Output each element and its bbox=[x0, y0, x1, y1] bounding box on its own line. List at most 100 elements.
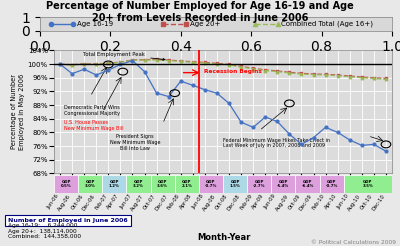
Text: Jun-08: Jun-08 bbox=[191, 193, 205, 210]
Text: Recession Begins: Recession Begins bbox=[204, 69, 262, 74]
Combined Total (Age 16+) bbox=[360, 76, 364, 79]
Age 20+ bbox=[130, 59, 135, 62]
Combined Total (Age 16+) bbox=[190, 61, 195, 64]
Age 16-19 bbox=[106, 69, 111, 72]
Text: Age 16-19:    6,244,000: Age 16-19: 6,244,000 bbox=[8, 223, 78, 228]
Text: Aug-08: Aug-08 bbox=[202, 193, 217, 212]
Age 20+ bbox=[384, 77, 388, 80]
Text: Dec-06: Dec-06 bbox=[81, 193, 96, 211]
Age 16-19 bbox=[130, 59, 135, 62]
Bar bbox=[150, 175, 175, 193]
Age 20+ bbox=[166, 59, 171, 62]
Age 16-19 bbox=[335, 131, 340, 134]
Combined Total (Age 16+) bbox=[287, 72, 292, 75]
Text: GDP
3.0%: GDP 3.0% bbox=[85, 180, 96, 188]
Combined Total (Age 16+) bbox=[130, 59, 135, 62]
Age 20+ bbox=[275, 69, 280, 72]
Age 20+ bbox=[58, 63, 62, 66]
Age 20+ bbox=[323, 73, 328, 76]
Age 20+ bbox=[214, 62, 219, 65]
Text: Apr-08: Apr-08 bbox=[179, 193, 193, 210]
Combined Total (Age 16+) bbox=[154, 59, 159, 62]
Text: Oct-10: Oct-10 bbox=[360, 193, 374, 210]
Text: Dec-10: Dec-10 bbox=[371, 193, 386, 211]
Combined Total (Age 16+) bbox=[372, 77, 376, 80]
Text: Age 16-19: Age 16-19 bbox=[77, 21, 113, 27]
Text: Total Employment Peak: Total Employment Peak bbox=[84, 52, 165, 61]
Age 20+ bbox=[70, 63, 74, 66]
Age 16-19 bbox=[70, 72, 74, 75]
Combined Total (Age 16+) bbox=[384, 78, 388, 81]
Age 16-19 bbox=[154, 92, 159, 95]
Text: Age 20+:  138,114,000: Age 20+: 138,114,000 bbox=[8, 229, 77, 233]
Age 20+ bbox=[142, 58, 147, 61]
Text: U.S. House Passes
New Minimum Wage Bill: U.S. House Passes New Minimum Wage Bill bbox=[64, 121, 123, 131]
Text: Age 20+: Age 20+ bbox=[190, 21, 220, 27]
Age 20+ bbox=[190, 60, 195, 63]
Age 16-19 bbox=[82, 68, 86, 71]
Age 16-19 bbox=[287, 133, 292, 136]
Age 20+ bbox=[251, 67, 256, 70]
Age 20+ bbox=[202, 61, 207, 64]
Text: Oct-08: Oct-08 bbox=[215, 193, 229, 210]
Line: Age 16-19: Age 16-19 bbox=[59, 59, 387, 153]
Age 16-19 bbox=[178, 80, 183, 83]
Age 16-19 bbox=[360, 144, 364, 147]
Text: Combined Total (Age 16+): Combined Total (Age 16+) bbox=[281, 21, 373, 27]
Age 16-19 bbox=[214, 92, 219, 95]
Bar bbox=[78, 175, 102, 193]
Combined Total (Age 16+) bbox=[227, 63, 232, 66]
Text: President Signs
New Minimum Wage
Bill Into Law: President Signs New Minimum Wage Bill In… bbox=[110, 134, 160, 151]
Combined Total (Age 16+) bbox=[106, 62, 111, 65]
Text: Apr-07: Apr-07 bbox=[106, 193, 120, 210]
Text: GDP
3.2%: GDP 3.2% bbox=[133, 180, 144, 188]
Age 16-19 bbox=[227, 102, 232, 105]
Bar bbox=[344, 175, 392, 193]
Age 16-19 bbox=[58, 63, 62, 66]
Age 16-19 bbox=[299, 143, 304, 146]
Text: Feb-08: Feb-08 bbox=[166, 193, 181, 211]
Text: GDP
3.5%: GDP 3.5% bbox=[362, 180, 373, 188]
Age 20+ bbox=[335, 74, 340, 77]
Text: Jun-07: Jun-07 bbox=[119, 193, 132, 210]
Age 20+ bbox=[106, 62, 111, 64]
Age 16-19 bbox=[372, 143, 376, 146]
Age 16-19 bbox=[323, 126, 328, 129]
Age 16-19 bbox=[202, 88, 207, 91]
Combined Total (Age 16+) bbox=[214, 63, 219, 66]
Text: Percentage of Number Employed for Age 16-19 and Age
20+ from Levels Recorded in : Percentage of Number Employed for Age 16… bbox=[46, 1, 354, 23]
Bar bbox=[247, 175, 271, 193]
Text: Feb-10: Feb-10 bbox=[311, 193, 326, 211]
Combined Total (Age 16+) bbox=[82, 63, 86, 66]
Combined Total (Age 16+) bbox=[251, 67, 256, 70]
Combined Total (Age 16+) bbox=[335, 74, 340, 77]
Text: GDP
-2.7%: GDP -2.7% bbox=[253, 180, 266, 188]
Age 16-19 bbox=[311, 136, 316, 139]
Age 16-19 bbox=[166, 95, 171, 98]
Text: Aug-06: Aug-06 bbox=[57, 193, 72, 212]
Combined Total (Age 16+) bbox=[166, 59, 171, 62]
Age 20+ bbox=[178, 60, 183, 62]
Text: Combined:  144,358,000: Combined: 144,358,000 bbox=[8, 234, 81, 239]
Age 16-19 bbox=[263, 116, 268, 119]
Combined Total (Age 16+) bbox=[118, 61, 123, 64]
Bar bbox=[271, 175, 296, 193]
Text: Aug-09: Aug-09 bbox=[274, 193, 289, 212]
Text: Month-Year: Month-Year bbox=[197, 233, 251, 242]
Bar bbox=[320, 175, 344, 193]
Text: GDP
0.5%: GDP 0.5% bbox=[61, 180, 71, 188]
Bar bbox=[126, 175, 150, 193]
Age 20+ bbox=[287, 71, 292, 74]
Text: GDP
1.2%: GDP 1.2% bbox=[109, 180, 120, 188]
Age 16-19 bbox=[142, 70, 147, 73]
Age 16-19 bbox=[94, 74, 99, 77]
Text: Aug-10: Aug-10 bbox=[347, 193, 362, 212]
Age 16-19 bbox=[251, 126, 256, 129]
Text: Apr-09: Apr-09 bbox=[251, 193, 265, 210]
Age 16-19 bbox=[384, 150, 388, 153]
Text: Dec-08: Dec-08 bbox=[226, 193, 241, 211]
Age 20+ bbox=[360, 76, 364, 78]
Text: GDP
-5.4%: GDP -5.4% bbox=[277, 180, 290, 188]
Combined Total (Age 16+) bbox=[202, 62, 207, 64]
Combined Total (Age 16+) bbox=[70, 64, 74, 67]
